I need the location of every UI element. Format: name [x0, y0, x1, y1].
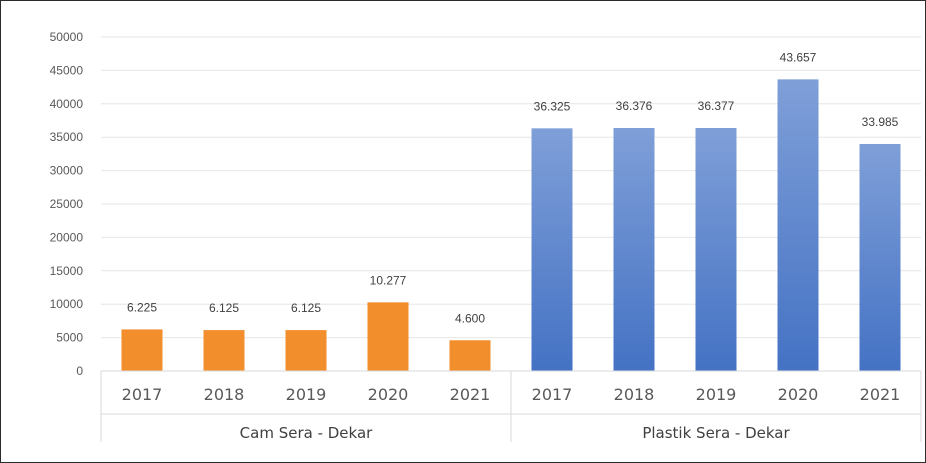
- y-tick-label: 15000: [50, 264, 84, 278]
- x-tick-label: 2020: [778, 385, 819, 404]
- data-labels: 6.225 6.125 6.125 10.277 4.600 36.325 36.376 36…: [127, 50, 899, 325]
- data-label: 4.600: [455, 311, 485, 325]
- data-label: 6.125: [291, 301, 321, 315]
- y-tick-label: 35000: [50, 130, 84, 144]
- data-label: 36.377: [698, 99, 735, 113]
- bar: [531, 128, 573, 371]
- bar: [285, 330, 327, 371]
- x-tick-label: 2020: [368, 385, 409, 404]
- data-label: 6.125: [209, 301, 239, 315]
- data-label: 33.985: [862, 115, 899, 129]
- gridlines: [101, 36, 921, 339]
- bar: [121, 329, 163, 371]
- y-tick-label: 25000: [50, 197, 84, 211]
- x-tick-label: 2018: [614, 385, 655, 404]
- y-tick-label: 20000: [50, 230, 84, 244]
- data-label: 43.657: [780, 50, 817, 64]
- x-tick-label: 2017: [122, 385, 163, 404]
- y-tick-label: 0: [76, 364, 83, 378]
- x-tick-label: 2019: [696, 385, 737, 404]
- y-tick-label: 30000: [50, 164, 84, 178]
- x-tick-label: 2021: [860, 385, 901, 404]
- group-label: Plastik Sera - Dekar: [642, 424, 790, 442]
- x-tick-label: 2018: [204, 385, 245, 404]
- group-label: Cam Sera - Dekar: [240, 424, 373, 442]
- bar: [367, 302, 409, 371]
- x-tick-label: 2017: [532, 385, 573, 404]
- data-label: 36.325: [534, 99, 571, 113]
- y-tick-label: 10000: [50, 297, 84, 311]
- data-label: 6.225: [127, 300, 157, 314]
- bar: [203, 330, 245, 371]
- y-axis-ticks: 0 5000 10000 15000 20000 25000 30000 35000 40000…: [50, 30, 84, 378]
- data-label: 36.376: [616, 99, 653, 113]
- x-axis: 2017 2018 2019 2020 2021 Cam Sera - Dekar 2017…: [100, 370, 922, 442]
- bar: [695, 128, 737, 371]
- bars: [121, 79, 901, 371]
- x-tick-label: 2021: [450, 385, 491, 404]
- y-tick-label: 5000: [56, 331, 83, 345]
- bar: [777, 79, 819, 371]
- y-tick-label: 45000: [50, 63, 84, 77]
- bar: [859, 143, 901, 371]
- y-tick-label: 50000: [50, 30, 84, 44]
- bar: [613, 128, 655, 371]
- y-tick-label: 40000: [50, 97, 84, 111]
- x-tick-label: 2019: [286, 385, 327, 404]
- bar: [449, 340, 491, 371]
- data-label: 10.277: [370, 273, 407, 287]
